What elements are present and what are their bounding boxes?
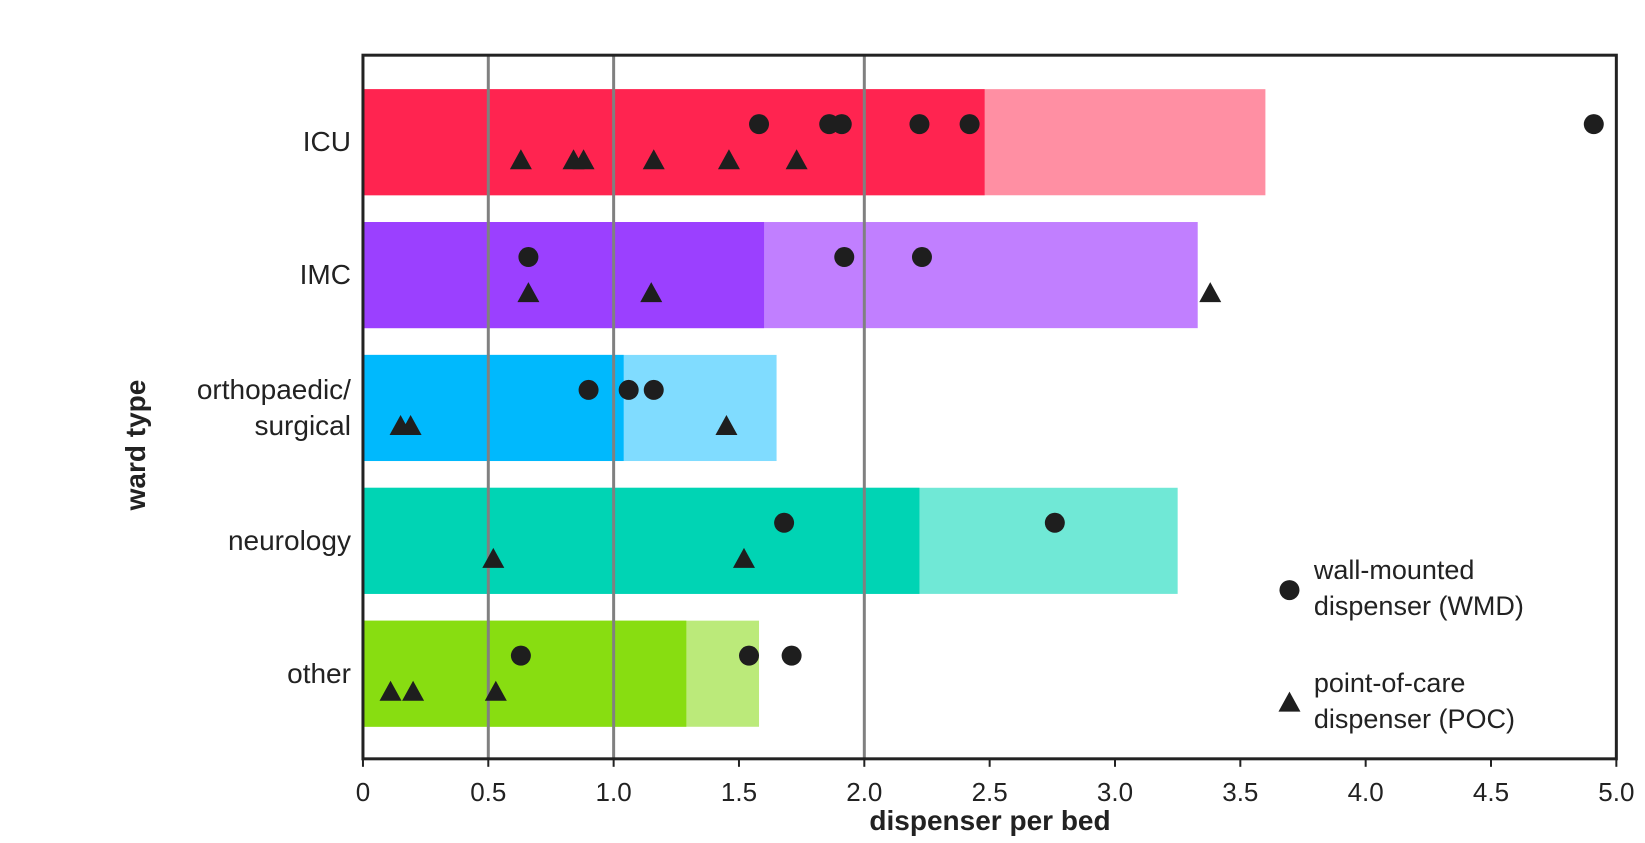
- poc-point: [399, 415, 422, 436]
- bar: [362, 354, 624, 462]
- poc-point: [640, 282, 663, 303]
- wmd-point: [834, 247, 855, 268]
- wmd-point: [831, 114, 852, 135]
- y-tick-label: IMC: [299, 259, 351, 291]
- legend-label: point-of-care dispenser (POC): [1313, 667, 1515, 734]
- poc-point: [1199, 282, 1222, 303]
- x-tick-label: 4.5: [1473, 777, 1509, 807]
- wmd-point: [739, 645, 760, 666]
- y-axis-title: ward type: [120, 380, 151, 512]
- y-tick-label: neurology: [227, 524, 351, 556]
- poc-point: [484, 680, 507, 701]
- poc-point: [715, 415, 738, 436]
- wmd-point: [781, 645, 802, 666]
- bar: [362, 487, 920, 594]
- wmd-point: [518, 247, 539, 268]
- y-tick-label: other: [287, 657, 351, 689]
- wmd-point: [749, 114, 770, 135]
- poc-point: [402, 680, 425, 701]
- x-tick-label: 1.0: [596, 777, 632, 807]
- poc-point: [732, 547, 755, 568]
- bar: [362, 89, 985, 196]
- legend-marker: [1278, 691, 1301, 712]
- wmd-point: [578, 379, 599, 400]
- poc-point: [482, 547, 505, 568]
- x-tick-label: 2.5: [972, 777, 1008, 807]
- x-axis-title: dispenser per bed: [869, 805, 1110, 836]
- bar: [362, 620, 687, 727]
- wmd-point: [959, 114, 980, 135]
- x-tick-label: 3.5: [1222, 777, 1258, 807]
- wmd-point: [911, 247, 932, 268]
- poc-point: [509, 149, 532, 170]
- poc-point: [717, 149, 740, 170]
- wmd-point: [510, 645, 531, 666]
- y-tick-label: ICU: [302, 126, 351, 158]
- poc-point: [642, 149, 665, 170]
- wmd-point: [643, 379, 664, 400]
- poc-point: [517, 282, 540, 303]
- x-tick-label: 3.0: [1097, 777, 1133, 807]
- legend-marker: [1279, 580, 1300, 601]
- y-tick-label: orthopaedic/ surgical: [196, 373, 351, 441]
- wmd-point: [774, 512, 795, 533]
- wmd-point: [1044, 512, 1065, 533]
- wmd-point: [909, 114, 930, 135]
- poc-point: [572, 149, 595, 170]
- wmd-point: [1583, 114, 1604, 135]
- x-tick-label: 4.0: [1348, 777, 1384, 807]
- x-tick-label: 5.0: [1598, 777, 1634, 807]
- x-tick-label: 0: [356, 777, 370, 807]
- bar: [362, 222, 765, 329]
- wmd-point: [618, 379, 639, 400]
- poc-point: [785, 149, 808, 170]
- x-tick-label: 0.5: [470, 777, 506, 807]
- legend-label: wall-mounted dispenser (WMD): [1313, 555, 1524, 622]
- x-tick-label: 2.0: [846, 777, 882, 807]
- x-tick-label: 1.5: [721, 777, 757, 807]
- poc-point: [379, 680, 402, 701]
